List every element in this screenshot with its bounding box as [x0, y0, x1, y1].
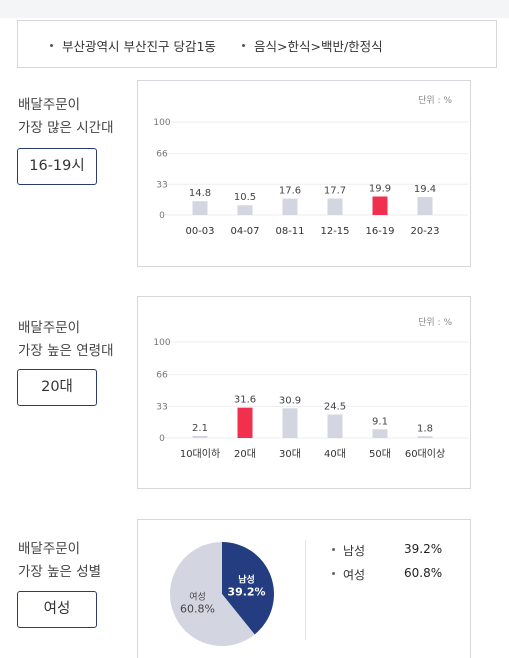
- y-tick-label: 0: [159, 211, 165, 221]
- x-tick-label: 20대: [234, 448, 256, 460]
- bullet-icon: [242, 44, 245, 47]
- y-tick-label: 33: [156, 180, 167, 190]
- x-tick-label: 30대: [279, 448, 301, 460]
- x-tick-label: 04-07: [230, 226, 259, 237]
- time-chart-unit: 단위 : %: [418, 96, 452, 106]
- pie-slice-percent: 60.8%: [180, 603, 215, 616]
- gender-chart-card: 남성 39.2% 여성 60.8%: [137, 519, 471, 658]
- bar: [417, 196, 433, 215]
- x-tick-label: 16-19: [365, 226, 394, 237]
- time-peak-value: 16-19시: [17, 148, 97, 185]
- bar: [372, 196, 388, 215]
- legend-male-pct: 39.2%: [404, 542, 443, 556]
- bar-value-label: 1.8: [417, 423, 433, 434]
- y-tick-label: 100: [153, 338, 170, 348]
- pie-slice-category: 여성: [189, 591, 206, 603]
- bar: [372, 429, 388, 438]
- pie-slice: [170, 542, 255, 646]
- filter-region: 부산광역시 부산진구 당감1동: [50, 36, 216, 55]
- bar-value-label: 19.9: [369, 183, 391, 194]
- gender-label-line1: 배달주문이: [18, 541, 81, 557]
- age-label-line1: 배달주문이: [18, 320, 81, 336]
- pie-slice-category: 남성: [238, 573, 255, 585]
- region-text: 부산광역시 부산진구 당감1동: [62, 39, 216, 54]
- y-tick-label: 66: [156, 371, 168, 381]
- category-text: 음식>한식>백반/한정식: [254, 39, 383, 54]
- y-tick-label: 33: [156, 402, 167, 412]
- top-strip: [0, 0, 509, 18]
- time-label-line2: 가장 많은 시간대: [18, 120, 114, 136]
- bar-value-label: 10.5: [234, 192, 256, 203]
- age-peak-value: 20대: [17, 369, 97, 406]
- legend-female: 여성 60.8%: [332, 566, 442, 583]
- bar: [282, 198, 298, 215]
- legend-divider: [305, 540, 306, 640]
- gender-peak-value: 여성: [17, 591, 97, 628]
- bar-value-label: 2.1: [192, 423, 208, 434]
- bar: [192, 201, 208, 215]
- pie-slice-percent: 39.2%: [227, 585, 265, 598]
- filter-category: 음식>한식>백반/한정식: [242, 36, 383, 55]
- x-tick-label: 10대이하: [180, 447, 220, 460]
- bar: [327, 198, 343, 215]
- x-tick-label: 20-23: [410, 226, 439, 237]
- legend-male-label: 남성: [343, 544, 366, 558]
- bar: [237, 407, 253, 438]
- bar-value-label: 19.4: [414, 184, 436, 195]
- legend-female-label: 여성: [343, 568, 366, 582]
- bar-value-label: 9.1: [372, 416, 388, 427]
- bullet-icon: [332, 572, 335, 575]
- bar: [282, 408, 298, 438]
- y-tick-label: 66: [156, 150, 168, 160]
- gender-section-label: 배달주문이 가장 높은 성별: [18, 538, 101, 584]
- bullet-icon: [50, 44, 53, 47]
- bar-value-label: 14.8: [189, 188, 211, 199]
- bar-value-label: 30.9: [279, 395, 301, 406]
- age-bar-chart: 0 33 66 100 2.1 10대이하 31.6 20대 30.9 30대 24.5 40대 9.1…: [153, 338, 468, 460]
- x-tick-label: 00-03: [185, 226, 214, 237]
- bar-value-label: 17.7: [324, 186, 346, 197]
- age-label-line2: 가장 높은 연령대: [18, 343, 114, 359]
- bar: [417, 436, 433, 438]
- y-tick-label: 100: [153, 118, 170, 128]
- x-tick-label: 08-11: [275, 226, 304, 237]
- age-chart-card: 단위 : % 0 33 66 100 2.1 10대이하 31.6 20대 30.9 30대 24.…: [137, 296, 471, 489]
- y-tick-label: 0: [159, 434, 165, 444]
- bullet-icon: [332, 548, 335, 551]
- gender-label-line2: 가장 높은 성별: [18, 564, 102, 580]
- x-tick-label: 50대: [369, 448, 391, 460]
- bar-value-label: 31.6: [234, 395, 256, 406]
- pie-slice: [222, 542, 275, 635]
- x-tick-label: 40대: [324, 448, 346, 460]
- bar: [327, 414, 343, 438]
- legend-female-pct: 60.8%: [404, 566, 443, 580]
- bar: [237, 205, 253, 215]
- time-section-label: 배달주문이 가장 많은 시간대: [18, 94, 114, 140]
- x-tick-label: 12-15: [320, 226, 349, 237]
- time-bar-chart: 0 33 66 100 14.8 00-03 10.5 04-07 17.6 08-11 17.7 1…: [153, 118, 468, 237]
- bar-value-label: 24.5: [324, 401, 346, 412]
- bar-value-label: 17.6: [279, 186, 301, 197]
- age-chart-unit: 단위 : %: [418, 318, 452, 328]
- age-section-label: 배달주문이 가장 높은 연령대: [18, 317, 114, 363]
- x-tick-label: 60대이상: [405, 448, 445, 460]
- legend-male: 남성 39.2%: [332, 542, 442, 559]
- time-label-line1: 배달주문이: [18, 97, 81, 113]
- bar: [192, 435, 208, 438]
- time-chart-card: 단위 : % 0 33 66 100 14.8 00-03 10.5 04-07 17.6 08-…: [137, 80, 471, 267]
- filter-summary: 부산광역시 부산진구 당감1동 음식>한식>백반/한정식: [17, 20, 497, 68]
